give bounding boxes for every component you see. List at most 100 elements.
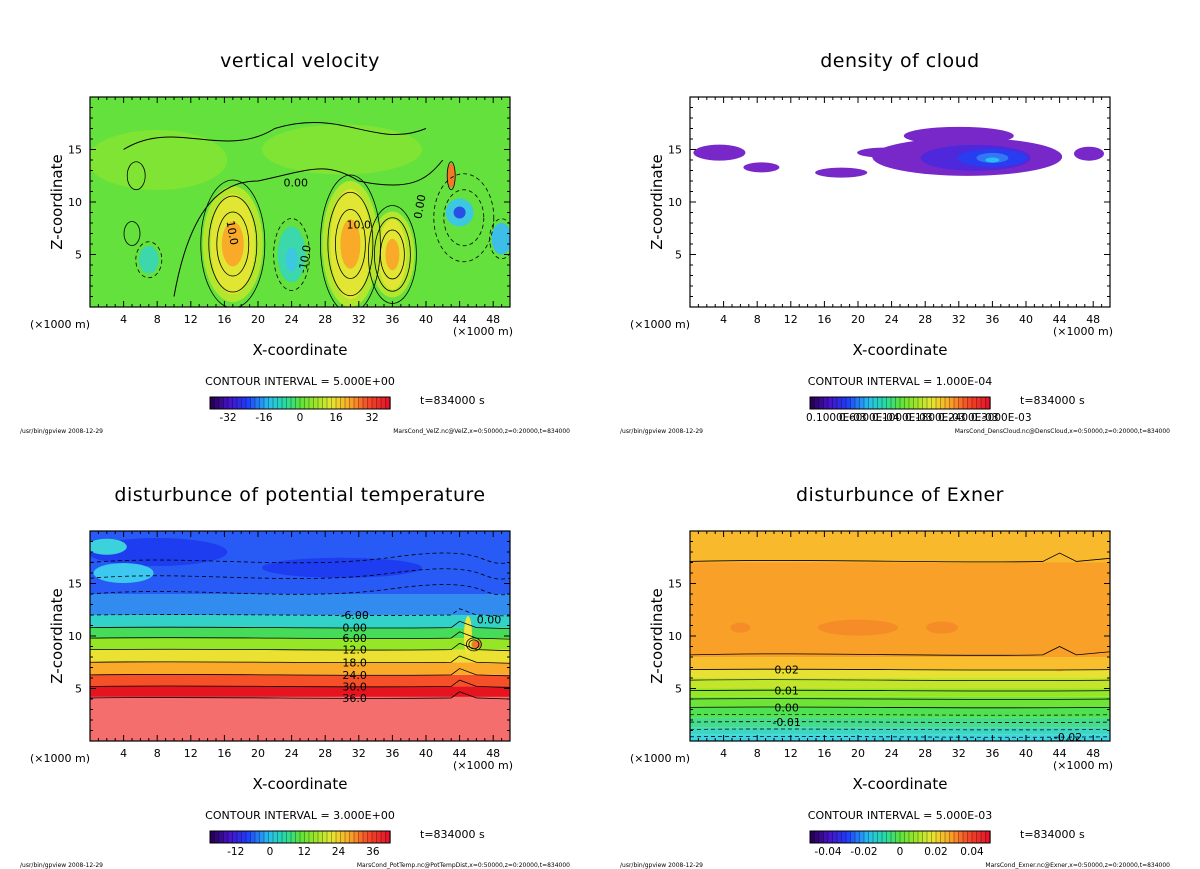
y-axis-label: Z-coordinate <box>48 154 66 249</box>
x-tick-label: 32 <box>352 747 366 760</box>
contour-label: 10.0 <box>224 220 241 246</box>
colorbar-frame <box>809 830 991 844</box>
chart-svg: 4 8 12 16 20 24 28 32 36 40 44 4851015Z-coordinate0… <box>648 96 1111 424</box>
colorbar-cell <box>362 830 369 844</box>
contour-line <box>208 195 258 293</box>
y-tick-label: 15 <box>68 144 82 157</box>
x-tick-label: 36 <box>385 747 399 760</box>
contour-interval: CONTOUR INTERVAL = 5.000E-03 <box>807 809 993 822</box>
colorbar: -32 -16 0 16 32 <box>209 396 391 424</box>
plot-frame <box>689 96 1111 308</box>
contour-label: 36.0 <box>342 692 367 705</box>
x-unit-label: (×1000 m) <box>30 318 91 331</box>
y-tick-label: 15 <box>668 144 682 157</box>
time-label: t=834000 s <box>420 828 485 841</box>
chart-title: vertical velocity <box>220 50 380 72</box>
colorbar-cell <box>899 396 906 410</box>
colorbar-cell <box>823 830 829 844</box>
colorbar-cell <box>809 396 816 410</box>
contour-label: -6.00 <box>340 609 368 622</box>
colorbar-tick-label: 0 <box>267 846 274 858</box>
colorbar-cell <box>971 396 978 410</box>
colorbar-tick-label: 0.1000E-03 <box>806 412 867 424</box>
contour-line <box>90 620 510 630</box>
colorbar-tick-label: -0.02 <box>850 846 877 858</box>
x-tick-label: 40 <box>419 313 433 326</box>
contour-line-negative <box>273 218 311 291</box>
colorbar-cell <box>232 396 238 410</box>
colorbar-cell <box>958 830 964 844</box>
colorbar-cell <box>250 830 256 844</box>
panel-vertical-velocity: vertical velocity 0.00 10.0 10.0 -10.0 0.00 4… <box>0 0 600 435</box>
x-tick-label: 32 <box>952 747 966 760</box>
cool-patch <box>93 563 154 583</box>
colorbar-tick-label: 0.02 <box>924 846 947 858</box>
colorbar-cell <box>841 830 847 844</box>
colorbar-cell <box>976 830 982 844</box>
colorbar-cell <box>832 830 838 844</box>
colorbar-cell <box>944 830 951 844</box>
colorbar-cell <box>290 396 297 410</box>
colorbar-cell <box>949 396 955 410</box>
colorbar: -12 0 12 24 36 <box>209 830 391 858</box>
colorbar-cell <box>223 396 229 410</box>
x-unit-label-right: (×1000 m) <box>1053 325 1114 338</box>
exner-band <box>690 688 1110 697</box>
cloud-patch <box>1074 146 1104 161</box>
x-tick-label: 48 <box>486 313 500 326</box>
colorbar-cell <box>214 830 220 844</box>
downdraft <box>491 222 510 255</box>
contour-label: 0.00 <box>477 613 502 626</box>
colorbar-cell <box>908 830 915 844</box>
colorbar-cell <box>908 396 915 410</box>
temp-band <box>90 649 510 663</box>
updraft-max <box>340 219 361 269</box>
contour-line <box>690 721 1110 723</box>
colorbar-cell <box>254 830 261 844</box>
exner-band <box>690 657 1110 670</box>
colorbar-cell <box>295 830 301 844</box>
colorbar-tick-label: 0.1800E-03 <box>905 412 966 424</box>
colorbar-cell <box>944 396 951 410</box>
contour-label: 0.00 <box>284 176 309 189</box>
temp-band <box>90 674 510 687</box>
updraft-core <box>447 163 456 188</box>
x-tick-label: 24 <box>285 747 299 760</box>
x-tick-label: 8 <box>154 313 161 326</box>
colorbar-tick-label: 32 <box>365 412 378 424</box>
x-axis-label: X-coordinate <box>252 341 348 359</box>
contour-line <box>690 698 1110 700</box>
contour-line <box>173 159 444 297</box>
contour-line-negative <box>443 189 485 247</box>
cool-patch <box>90 538 127 555</box>
colorbar-tick-label: -16 <box>255 412 272 424</box>
colorbar-cell <box>209 830 216 844</box>
colorbar-cell <box>259 830 265 844</box>
x-tick-label: 4 <box>720 313 727 326</box>
colorbar-tick-label: 24 <box>332 846 346 858</box>
colorbar-cell <box>322 830 328 844</box>
contour-line-negative <box>489 218 510 260</box>
colorbar-cell <box>913 396 919 410</box>
contour-line <box>690 735 1110 738</box>
y-axis-label: Z-coordinate <box>648 154 666 249</box>
updraft-max <box>221 221 244 267</box>
exner-band <box>690 707 1110 718</box>
exner-patch <box>818 619 898 636</box>
time-label: t=834000 s <box>1020 828 1085 841</box>
colorbar-cell <box>335 830 342 844</box>
colorbar-cell <box>971 830 978 844</box>
x-tick-label: 48 <box>486 747 500 760</box>
colorbar-tick-label: 0.3000E-03 <box>971 412 1032 424</box>
colorbar-cell <box>272 396 279 410</box>
x-tick-label: 16 <box>217 747 231 760</box>
colorbar-cell <box>313 830 319 844</box>
colorbar-cell <box>218 830 225 844</box>
x-tick-label: 20 <box>251 747 265 760</box>
colorbar-cell <box>371 830 378 844</box>
footer-right: MarsCond_PotTemp.nc@PotTempDist,x=0:5000… <box>356 862 570 869</box>
x-tick-label: 28 <box>318 747 332 760</box>
colorbar-cell <box>967 396 973 410</box>
x-tick-label: 40 <box>1019 747 1033 760</box>
